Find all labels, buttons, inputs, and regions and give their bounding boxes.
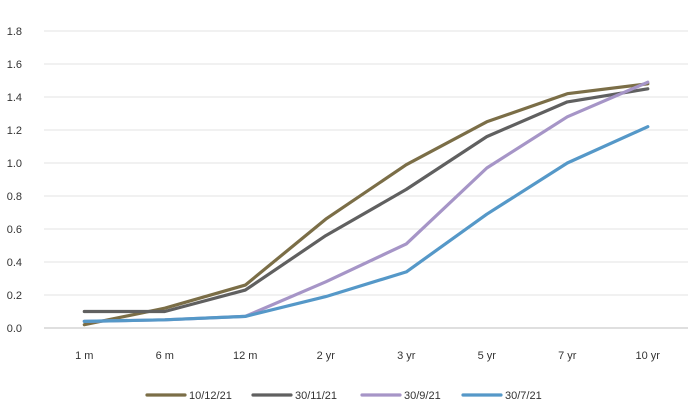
x-tick-label: 7 yr <box>558 350 577 362</box>
grid <box>44 30 688 329</box>
x-axis: 1 m 6 m 12 m 2 yr 3 yr 5 yr 7 yr 10 yr <box>75 350 660 362</box>
y-tick-label: 0.0 <box>7 323 22 335</box>
x-tick-label: 1 m <box>75 350 93 362</box>
x-tick-label: 2 yr <box>317 350 336 362</box>
y-tick-label: 0.8 <box>7 191 22 203</box>
y-tick-label: 0.6 <box>7 224 22 236</box>
legend: 10/12/21 30/11/21 30/9/21 30/7/21 <box>145 390 542 402</box>
y-tick-label: 0.2 <box>7 290 22 302</box>
x-tick-label: 3 yr <box>397 350 416 362</box>
x-tick-label: 12 m <box>233 350 257 362</box>
x-tick-label: 5 yr <box>478 350 497 362</box>
series-line-2 <box>82 87 650 314</box>
legend-label: 30/7/21 <box>505 390 542 402</box>
x-tick-label: 6 m <box>156 350 174 362</box>
y-tick-label: 0.4 <box>7 257 22 269</box>
y-tick-label: 1.2 <box>7 125 22 137</box>
x-tick-label: 10 yr <box>636 350 661 362</box>
y-axis: 0.0 0.2 0.4 0.6 0.8 1.0 1.2 1.4 1.6 1.8 <box>7 26 22 335</box>
y-tick-label: 1.8 <box>7 26 22 38</box>
legend-label: 30/9/21 <box>404 390 441 402</box>
legend-label: 30/11/21 <box>295 390 337 402</box>
legend-label: 10/12/21 <box>189 390 232 402</box>
series-line-1 <box>82 82 650 327</box>
y-tick-label: 1.0 <box>7 158 22 170</box>
series-lines <box>82 80 650 327</box>
y-tick-label: 1.4 <box>7 92 22 104</box>
y-tick-label: 1.6 <box>7 59 22 71</box>
series-line-4 <box>82 125 650 323</box>
